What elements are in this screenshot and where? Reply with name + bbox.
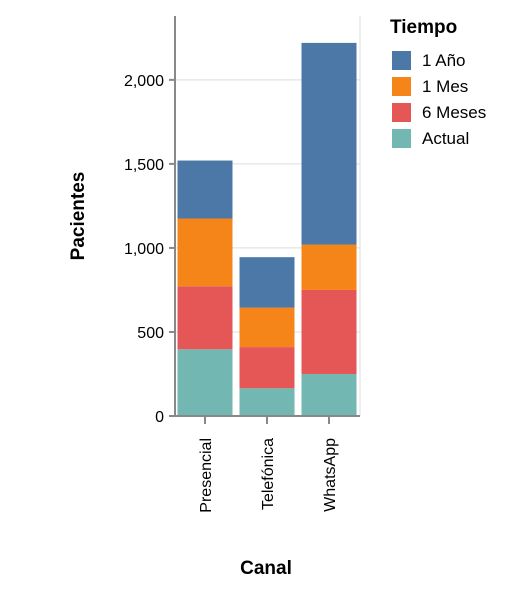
x-tick-label: Telefónica <box>260 438 277 510</box>
legend-label: 6 Meses <box>422 103 486 122</box>
bar-segment <box>239 257 295 308</box>
y-tick-label: 2,000 <box>124 73 164 90</box>
y-tick-label: 500 <box>137 325 164 342</box>
x-tick-label: Presencial <box>198 438 215 513</box>
bar-segment <box>301 42 357 245</box>
bar-segment <box>177 349 233 416</box>
legend-title: Tiempo <box>390 17 457 38</box>
bar-segment <box>301 373 357 416</box>
axes: 0 500 1,000 1,500 2,000 Presencial Telefónica W… <box>124 16 360 513</box>
bar-segment <box>177 286 233 350</box>
y-tick-label: 1,000 <box>124 241 164 258</box>
y-tick-label: 1,500 <box>124 157 164 174</box>
legend-label: 1 Mes <box>422 77 468 96</box>
x-tick-label: WhatsApp <box>322 438 339 512</box>
bar-segment <box>239 347 295 389</box>
legend-swatch <box>392 51 411 70</box>
bars <box>177 42 357 416</box>
legend: Tiempo 1 Año 1 Mes 6 Meses Actual <box>390 17 486 148</box>
bar-segment <box>177 160 233 219</box>
legend-swatch <box>392 77 411 96</box>
bar-segment <box>239 307 295 348</box>
legend-label: 1 Año <box>422 51 466 70</box>
legend-swatch <box>392 129 411 148</box>
bar-segment <box>177 218 233 287</box>
bar-segment <box>239 388 295 416</box>
legend-label: Actual <box>422 129 469 148</box>
y-axis-title: Pacientes <box>68 172 89 261</box>
legend-swatch <box>392 103 411 122</box>
y-tick-label: 0 <box>155 409 164 426</box>
x-axis-title: Canal <box>240 558 292 579</box>
bar-segment <box>301 289 357 374</box>
bar-segment <box>301 244 357 290</box>
